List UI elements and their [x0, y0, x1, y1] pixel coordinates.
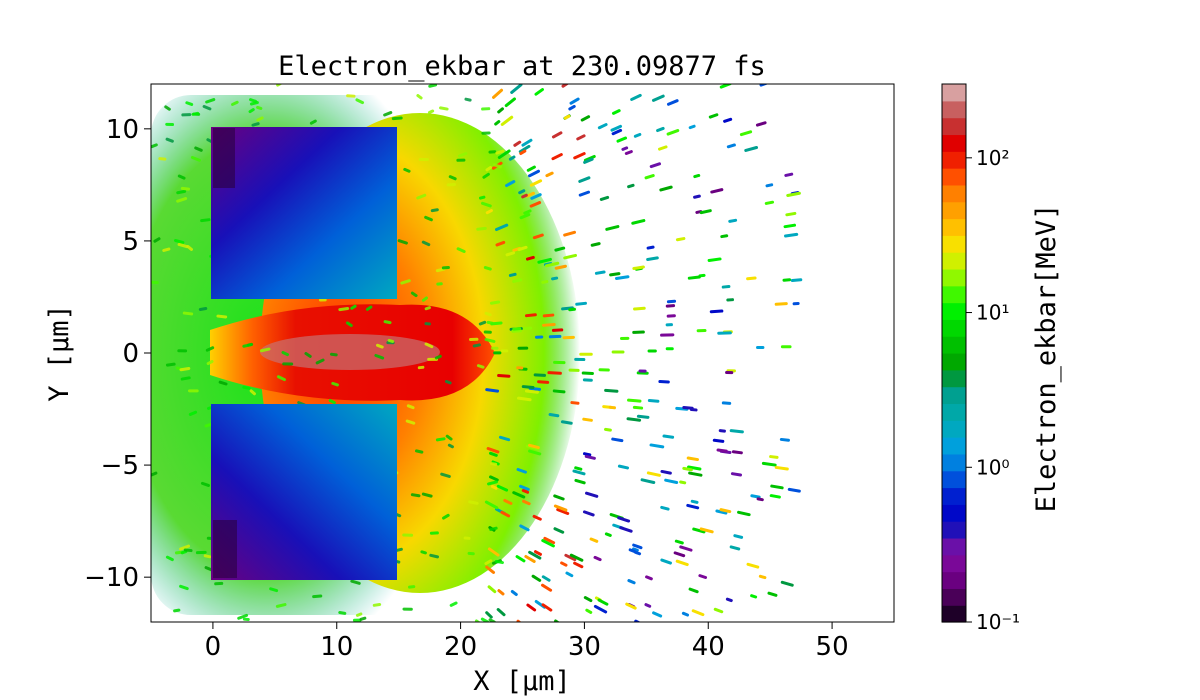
colorbar-band — [942, 252, 966, 270]
x-tick-label: 40 — [692, 632, 725, 662]
colorbar-ticks: 10⁻¹ 10⁰ 10¹ 10² — [966, 146, 1020, 634]
x-tick-label: 10 — [320, 632, 353, 662]
colorbar-band — [942, 285, 966, 304]
colorbar-band — [942, 605, 966, 623]
lower-target — [211, 404, 397, 580]
colorbar-band — [942, 537, 966, 556]
colorbar-band — [942, 369, 966, 388]
colorbar-band — [942, 218, 966, 236]
colorbar-band — [942, 504, 966, 522]
colorbar-band — [942, 420, 966, 438]
upper-target — [211, 127, 397, 299]
colorbar-band — [942, 319, 966, 337]
colorbar-band — [942, 184, 966, 203]
colorbar-band — [942, 588, 966, 606]
colorbar-band — [942, 403, 966, 421]
x-tick-label: 50 — [816, 632, 849, 662]
colorbar-label: Electron_ekbar[MeV] — [1031, 204, 1062, 513]
y-tick-label: 10 — [106, 115, 139, 145]
colorbar-band — [942, 353, 966, 371]
colorbar-band — [942, 168, 966, 186]
colorbar — [942, 84, 966, 623]
y-tick-label: 0 — [122, 339, 139, 369]
y-axis: −10 −5 0 5 10 — [84, 115, 151, 593]
x-tick-label: 30 — [568, 632, 601, 662]
heatmap-plot — [151, 84, 894, 622]
colorbar-band — [942, 521, 966, 539]
colorbar-band — [942, 571, 966, 589]
x-axis: 0 10 20 30 40 50 — [205, 622, 849, 662]
chart-title: Electron_ekbar at 230.09877 fs — [278, 51, 766, 82]
colorbar-band — [942, 117, 966, 136]
colorbar-band — [942, 268, 966, 287]
colorbar-band — [942, 487, 966, 505]
colorbar-band — [942, 336, 966, 354]
colorbar-band — [942, 201, 966, 220]
colorbar-band — [942, 235, 966, 253]
colorbar-band — [942, 84, 966, 102]
y-tick-label: −10 — [84, 563, 139, 593]
y-axis-label: Y [μm] — [44, 304, 75, 402]
x-tick-label: 20 — [444, 632, 477, 662]
hot-core — [260, 334, 440, 370]
colorbar-band — [942, 470, 966, 489]
x-tick-label: 0 — [205, 632, 222, 662]
colorbar-tick-label: 10¹ — [976, 301, 1009, 325]
scattered-electrons — [151, 84, 803, 622]
y-tick-label: 5 — [122, 227, 139, 257]
x-axis-label: X [μm] — [473, 666, 571, 697]
colorbar-frame — [941, 83, 967, 623]
colorbar-band — [942, 302, 966, 320]
colorbar-band — [942, 554, 966, 573]
colorbar-band — [942, 437, 966, 455]
colorbar-tick-label: 10² — [976, 146, 1009, 170]
colorbar-tick-label: 10⁻¹ — [976, 610, 1020, 634]
colorbar-band — [942, 453, 966, 472]
colorbar-band — [942, 151, 966, 169]
y-tick-label: −5 — [101, 451, 139, 481]
colorbar-band — [942, 134, 966, 152]
colorbar-band — [942, 100, 966, 119]
colorbar-band — [942, 386, 966, 405]
colorbar-tick-label: 10⁰ — [976, 455, 1009, 479]
